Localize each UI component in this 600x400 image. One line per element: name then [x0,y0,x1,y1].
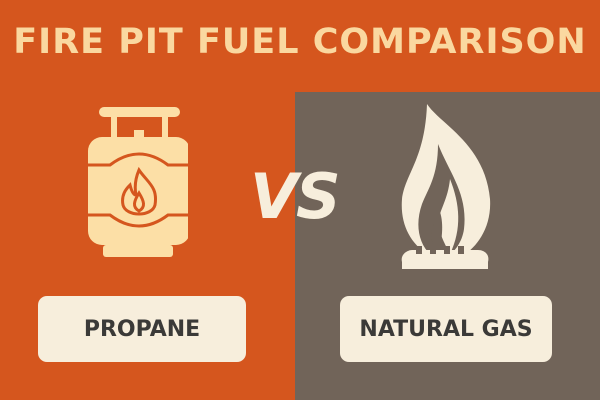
vs-label: VS [250,160,341,233]
propane-label: PROPANE [38,296,246,362]
gas-burner-flame-icon [401,104,491,269]
propane-tank-icon [88,107,188,257]
page-title: FIRE PIT FUEL COMPARISON [13,22,587,62]
natural-gas-label: NATURAL GAS [340,296,552,362]
